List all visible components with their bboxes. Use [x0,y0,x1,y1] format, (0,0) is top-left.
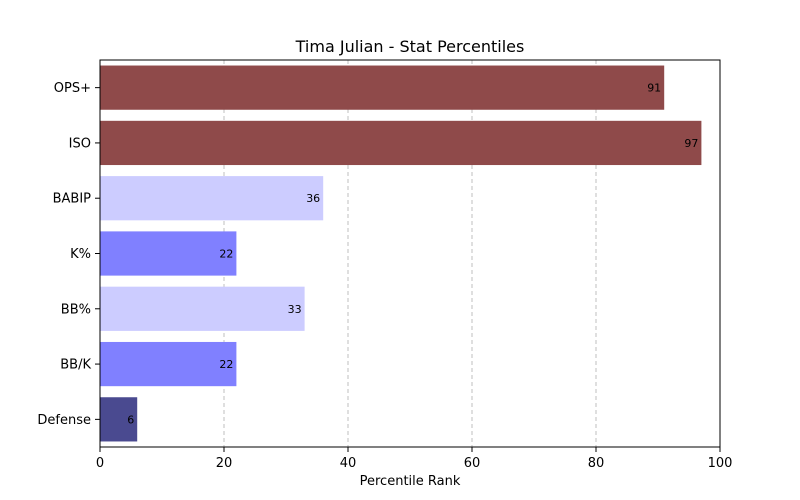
chart-title: Tima Julian - Stat Percentiles [295,37,525,56]
bar [100,397,138,442]
y-tick-label: BB% [61,302,91,317]
y-tick-label: BABIP [53,192,92,207]
y-tick-label: BB/K [60,358,91,373]
x-tick-label: 0 [96,456,104,471]
bar-value-label: 22 [219,358,233,371]
x-tick-label: 20 [216,456,233,471]
bar-value-label: 33 [288,303,302,316]
bar-value-label: 36 [306,192,320,205]
bar-value-label: 97 [684,137,698,150]
bar-value-label: 6 [127,413,134,426]
y-axis-ticks: OPS+ ISO BABIP K% BB% BB/K Defense [37,81,100,428]
bars [100,65,702,442]
bar-value-label: 22 [219,248,233,261]
bar [100,176,324,221]
x-axis-ticks: 0 20 40 60 80 100 [96,447,733,471]
data-labels: 91 97 36 22 33 22 6 [127,82,698,427]
x-tick-label: 80 [588,456,605,471]
bar-value-label: 91 [647,82,661,95]
x-tick-label: 40 [340,456,357,471]
x-axis-label: Percentile Rank [360,474,461,489]
y-tick-label: Defense [37,413,91,428]
x-tick-label: 60 [464,456,481,471]
bar [100,120,702,166]
y-tick-label: OPS+ [54,81,91,96]
grid-lines [223,60,597,447]
y-tick-label: ISO [69,136,91,151]
bar [100,231,237,276]
bar [100,286,305,331]
bar [100,341,237,387]
y-tick-label: K% [70,247,91,262]
x-tick-label: 100 [708,456,733,471]
bar [100,65,665,110]
